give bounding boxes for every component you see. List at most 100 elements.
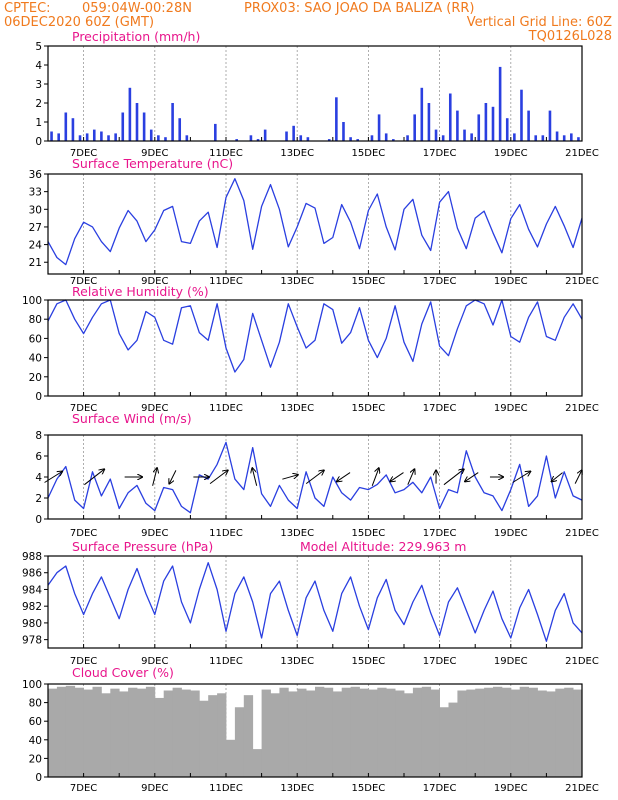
cloud-bar bbox=[377, 687, 387, 777]
cloud-bar bbox=[430, 689, 440, 777]
y-tick-label: 27 bbox=[29, 222, 42, 234]
cloud-bar bbox=[181, 689, 191, 777]
precip-bar bbox=[214, 123, 217, 141]
precip-bar bbox=[114, 133, 117, 141]
precip-bar bbox=[335, 97, 338, 141]
y-tick-label: 984 bbox=[22, 584, 42, 596]
panel-title: Cloud Cover (%) bbox=[72, 665, 174, 680]
precip-bar bbox=[285, 131, 288, 141]
wind-vector bbox=[152, 468, 157, 486]
x-tick-label: 7DEC bbox=[70, 276, 97, 287]
x-tick-label: 17DEC bbox=[423, 148, 457, 159]
wind-vector bbox=[574, 470, 582, 484]
y-tick-label: 0 bbox=[35, 772, 42, 784]
cloud-bar bbox=[297, 688, 307, 777]
cloud-bar bbox=[386, 688, 396, 777]
x-tick-label: 19DEC bbox=[494, 528, 528, 539]
cloud-bar bbox=[359, 688, 369, 777]
cloud-bar bbox=[519, 686, 529, 777]
cloud-bar bbox=[555, 688, 565, 777]
cloud-bar bbox=[457, 690, 467, 777]
x-tick-label: 15DEC bbox=[352, 276, 386, 287]
precip-bar bbox=[498, 66, 502, 141]
cloud-bar bbox=[395, 690, 405, 777]
x-tick-label: 19DEC bbox=[494, 148, 528, 159]
cloud-bar bbox=[484, 687, 494, 777]
cloud-bar bbox=[163, 690, 173, 777]
cloud-bar bbox=[448, 702, 458, 777]
precip-bar bbox=[171, 103, 174, 141]
cloud-bar bbox=[137, 688, 147, 777]
precip-bar bbox=[249, 135, 253, 141]
wind-vector bbox=[390, 472, 404, 482]
x-tick-label: 13DEC bbox=[280, 528, 314, 539]
header-grid-line: Vertical Grid Line: 60Z bbox=[467, 15, 612, 30]
x-tick-label: 19DEC bbox=[494, 656, 528, 667]
cloud-bar bbox=[217, 693, 227, 777]
precip-bar bbox=[534, 135, 538, 141]
cloud-bar bbox=[252, 749, 262, 777]
cloud-bar bbox=[493, 686, 503, 777]
series-line bbox=[47, 441, 583, 514]
wind-vector bbox=[169, 470, 177, 483]
precip-bar bbox=[520, 89, 523, 141]
precip-bar bbox=[149, 129, 153, 141]
panel-6: Cloud Cover (%) 0 20 40 60 80 100 7DEC 9DEC 11DEC… bbox=[22, 665, 599, 794]
y-tick-label: 80 bbox=[29, 314, 42, 326]
precip-bar bbox=[263, 129, 267, 141]
cloud-bar bbox=[404, 693, 414, 777]
wind-vector bbox=[465, 472, 479, 482]
wind-vector bbox=[512, 472, 531, 483]
precip-bar bbox=[470, 133, 473, 141]
x-tick-label: 21DEC bbox=[565, 783, 599, 794]
y-tick-label: 980 bbox=[22, 618, 42, 630]
cloud-bar bbox=[128, 687, 138, 777]
y-tick-label: 986 bbox=[22, 568, 42, 580]
x-tick-label: 7DEC bbox=[70, 783, 97, 794]
precip-bar bbox=[299, 135, 303, 141]
precip-bar bbox=[441, 135, 445, 141]
cloud-bar bbox=[546, 691, 556, 777]
cloud-bar bbox=[119, 691, 129, 777]
y-tick-label: 36 bbox=[29, 169, 43, 181]
y-tick-label: 20 bbox=[29, 372, 42, 384]
cloud-bar bbox=[65, 685, 76, 777]
y-tick-label: 8 bbox=[35, 430, 42, 442]
panel-frame bbox=[47, 173, 583, 275]
precip-bar bbox=[484, 103, 488, 141]
x-tick-label: 21DEC bbox=[565, 528, 599, 539]
precip-bar bbox=[342, 122, 345, 141]
series-line bbox=[47, 299, 583, 373]
cloud-bar bbox=[510, 689, 521, 777]
y-tick-label: 60 bbox=[29, 716, 42, 728]
precip-bar bbox=[178, 118, 182, 141]
x-tick-label: 21DEC bbox=[565, 403, 599, 414]
x-tick-label: 17DEC bbox=[423, 656, 457, 667]
cloud-bar bbox=[341, 687, 351, 777]
cloud-bar bbox=[279, 687, 289, 777]
cloud-bar bbox=[74, 687, 84, 777]
y-tick-label: 3 bbox=[35, 79, 42, 91]
precip-bar bbox=[64, 112, 68, 141]
cloud-bar bbox=[564, 687, 574, 777]
x-tick-label: 13DEC bbox=[280, 783, 314, 794]
wind-vector bbox=[552, 472, 563, 482]
x-tick-label: 11DEC bbox=[209, 276, 243, 287]
y-tick-label: 6 bbox=[35, 451, 42, 463]
precip-bar bbox=[427, 103, 431, 141]
x-tick-label: 11DEC bbox=[209, 528, 243, 539]
header-model: TQ0126L028 bbox=[528, 29, 612, 44]
x-tick-label: 21DEC bbox=[565, 656, 599, 667]
precip-bar bbox=[527, 110, 530, 141]
x-tick-label: 9DEC bbox=[141, 656, 168, 667]
cloud-bar bbox=[573, 689, 583, 777]
y-tick-label: 20 bbox=[29, 753, 42, 765]
cloud-bar bbox=[528, 687, 538, 777]
x-tick-label: 15DEC bbox=[352, 783, 386, 794]
precip-bar bbox=[420, 87, 424, 141]
precip-bar bbox=[370, 135, 374, 141]
chart-panels: Precipitation (mm/h) 0 1 2 3 4 5 7DEC 9DEC 11DEC 1… bbox=[22, 29, 599, 794]
wind-vector bbox=[337, 472, 351, 482]
y-tick-label: 988 bbox=[22, 551, 42, 563]
